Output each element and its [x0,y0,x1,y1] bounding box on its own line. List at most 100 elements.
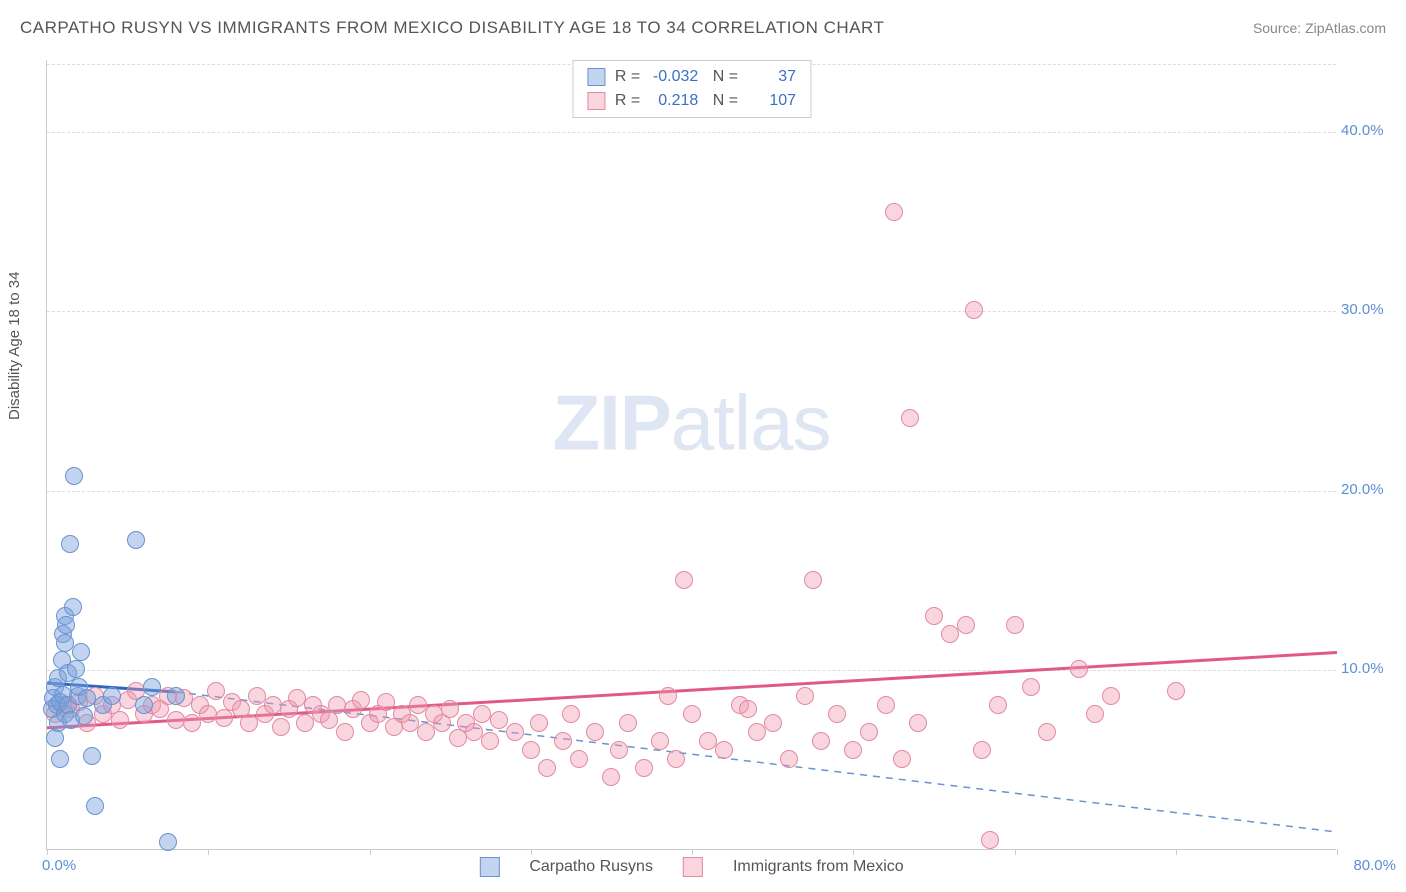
scatter-point-series2 [1167,682,1185,700]
scatter-point-series1 [57,616,75,634]
swatch-icon [587,68,605,86]
scatter-point-series2 [215,709,233,727]
scatter-point-series2 [264,696,282,714]
stat-r-value: -0.032 [650,65,698,89]
scatter-point-series1 [61,535,79,553]
scatter-point-series2 [893,750,911,768]
stat-r-value: 0.218 [650,89,698,113]
stat-n-label: N = [708,89,738,113]
stat-n-label: N = [708,65,738,89]
stat-n-value: 107 [748,89,796,113]
scatter-point-series2 [554,732,572,750]
swatch-icon [683,857,703,877]
scatter-point-series2 [562,705,580,723]
scatter-point-series2 [635,759,653,777]
scatter-point-series1 [127,531,145,549]
scatter-point-series2 [973,741,991,759]
x-tick [1176,849,1177,855]
scatter-point-series2 [1022,678,1040,696]
scatter-point-series2 [659,687,677,705]
scatter-point-series2 [989,696,1007,714]
scatter-point-series2 [739,700,757,718]
scatter-point-series2 [538,759,556,777]
scatter-point-series2 [957,616,975,634]
scatter-point-series2 [530,714,548,732]
x-tick [47,849,48,855]
scatter-point-series1 [86,797,104,815]
scatter-point-series2 [715,741,733,759]
swatch-icon [479,857,499,877]
correlation-stats-box: R = -0.032 N = 37 R = 0.218 N = 107 [572,60,811,118]
legend-label: Immigrants from Mexico [733,858,904,876]
scatter-point-series2 [981,831,999,849]
scatter-point-series1 [75,707,93,725]
scatter-point-series1 [64,598,82,616]
y-tick-label: 30.0% [1341,301,1396,318]
stat-n-value: 37 [748,65,796,89]
stat-r-label: R = [615,89,640,113]
scatter-point-series2 [885,203,903,221]
swatch-icon [587,92,605,110]
scatter-point-series2 [1038,723,1056,741]
x-tick [853,849,854,855]
scatter-point-series2 [941,625,959,643]
scatter-point-series2 [877,696,895,714]
y-tick-label: 40.0% [1341,122,1396,139]
scatter-point-series2 [336,723,354,741]
source-attribution: Source: ZipAtlas.com [1253,20,1386,36]
x-tick-label: 80.0% [1353,857,1396,874]
scatter-point-series1 [72,643,90,661]
scatter-point-series2 [481,732,499,750]
stats-row: R = -0.032 N = 37 [587,65,796,89]
x-tick [1337,849,1338,855]
scatter-point-series2 [272,718,290,736]
scatter-point-series2 [619,714,637,732]
scatter-point-series2 [506,723,524,741]
scatter-point-series2 [780,750,798,768]
scatter-point-series2 [377,693,395,711]
scatter-point-series2 [796,687,814,705]
scatter-point-series2 [651,732,669,750]
chart-title: CARPATHO RUSYN VS IMMIGRANTS FROM MEXICO… [20,18,884,38]
scatter-point-series2 [1086,705,1104,723]
scatter-point-series2 [417,723,435,741]
trendlines [47,60,1336,849]
scatter-point-series2 [965,301,983,319]
x-tick-label: 0.0% [42,857,76,874]
scatter-point-series1 [103,687,121,705]
scatter-point-series2 [901,409,919,427]
y-tick-label: 20.0% [1341,481,1396,498]
scatter-point-series2 [199,705,217,723]
scatter-point-series2 [1102,687,1120,705]
scatter-point-series2 [522,741,540,759]
scatter-point-series2 [828,705,846,723]
scatter-point-series2 [586,723,604,741]
y-tick-label: 10.0% [1341,660,1396,677]
scatter-point-series2 [111,711,129,729]
scatter-point-series2 [1070,660,1088,678]
scatter-point-series2 [812,732,830,750]
scatter-point-series2 [804,571,822,589]
legend-label: Carpatho Rusyns [529,858,653,876]
scatter-point-series2 [1006,616,1024,634]
legend: Carpatho Rusyns Immigrants from Mexico [479,857,903,877]
stats-row: R = 0.218 N = 107 [587,89,796,113]
x-tick [531,849,532,855]
scatter-point-series1 [159,833,177,851]
scatter-point-series2 [240,714,258,732]
x-tick [692,849,693,855]
scatter-point-series2 [352,691,370,709]
stat-r-label: R = [615,65,640,89]
scatter-point-series2 [844,741,862,759]
scatter-point-series2 [490,711,508,729]
scatter-point-series2 [675,571,693,589]
scatter-point-series1 [51,750,69,768]
scatter-point-series1 [143,678,161,696]
scatter-point-series2 [167,711,185,729]
scatter-point-series2 [860,723,878,741]
y-axis-label: Disability Age 18 to 34 [6,272,23,420]
scatter-point-series2 [925,607,943,625]
scatter-point-series1 [135,696,153,714]
scatter-point-series2 [683,705,701,723]
scatter-point-series2 [667,750,685,768]
